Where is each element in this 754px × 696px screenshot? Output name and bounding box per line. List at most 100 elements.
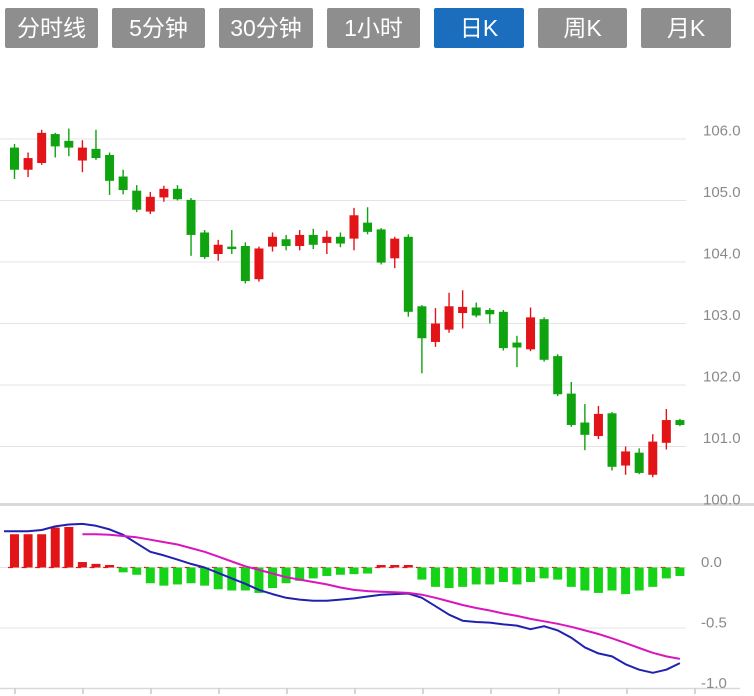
macd-bar (580, 567, 590, 591)
macd-bar (10, 534, 19, 568)
candle-body (77, 147, 87, 161)
macd-bar (607, 567, 617, 591)
macd-axis-label: -0.5 (701, 615, 727, 632)
macd-bar (91, 563, 101, 568)
candle-body (335, 236, 345, 244)
macd-bar (634, 567, 644, 591)
candle-body (132, 190, 142, 210)
macd-bar (64, 526, 74, 568)
macd-bar (349, 567, 359, 575)
tab-monthly-k[interactable]: 月K (641, 8, 731, 48)
candle-body (539, 319, 549, 360)
macd-bar (145, 567, 155, 584)
macd-bar (498, 567, 508, 583)
candle-body (172, 188, 182, 200)
candle-body (553, 356, 563, 395)
candle-body (403, 236, 413, 312)
candle-body (186, 199, 196, 235)
candle-body (444, 306, 454, 330)
macd-bar (444, 567, 454, 589)
candle-body (240, 246, 250, 282)
candle-body (661, 420, 671, 443)
price-axis-label: 106.0 (703, 122, 741, 139)
macd-bar (240, 567, 250, 591)
macd-bar (376, 565, 386, 568)
candle-body (227, 246, 237, 250)
dea-line (82, 533, 681, 660)
tab-daily-k[interactable]: 日K (434, 8, 524, 48)
price-axis-label: 102.0 (703, 368, 741, 385)
candle-body (458, 306, 468, 314)
macd-bar (512, 567, 522, 585)
macd-bar (268, 567, 278, 589)
candle-body (268, 236, 278, 247)
candle-body (213, 244, 223, 255)
macd-bar (566, 567, 576, 587)
candle-body (648, 441, 658, 475)
candle-body (580, 422, 590, 435)
macd-bar (281, 567, 291, 584)
macd-bar (200, 567, 210, 586)
candle-body (308, 234, 318, 245)
candle-body (675, 420, 685, 425)
macd-bar (661, 567, 671, 579)
candle-body (349, 215, 359, 239)
macd-bar (186, 567, 196, 584)
macd-bar (648, 567, 658, 587)
macd-bar (213, 567, 223, 590)
tab-timeline[interactable]: 分时线 (5, 8, 98, 48)
candle-body (118, 176, 128, 191)
macd-bar (417, 567, 427, 580)
price-axis-label: 104.0 (703, 245, 741, 262)
candle-body (390, 238, 400, 259)
dif-line (4, 522, 681, 674)
macd-bar (430, 567, 440, 587)
candle-body (498, 311, 508, 349)
candle-body (512, 342, 522, 348)
candle-body (23, 158, 33, 170)
tab-1hour[interactable]: 1小时 (327, 8, 420, 48)
macd-bar (471, 567, 481, 585)
macd-bar (105, 565, 115, 568)
candle-body (159, 188, 169, 198)
tab-5min[interactable]: 5分钟 (112, 8, 205, 48)
price-axis-label: 101.0 (703, 430, 741, 447)
macd-bar (403, 565, 413, 568)
tab-weekly-k[interactable]: 周K (538, 8, 627, 48)
gridlines (0, 138, 686, 629)
candle-body (363, 222, 373, 232)
candle-body (281, 239, 291, 247)
macd-bar (539, 567, 549, 579)
price-axis-label: 103.0 (703, 307, 741, 324)
panel-separator (0, 503, 754, 506)
candle-body (634, 452, 644, 473)
candle-body (566, 393, 576, 425)
candle-body (295, 234, 305, 247)
macd-bar (322, 567, 332, 576)
macd-bar (254, 567, 264, 593)
candle-body (91, 148, 101, 159)
candle-body (485, 309, 495, 315)
candle-body (526, 317, 536, 350)
candle-body (471, 307, 481, 316)
candle-body (64, 140, 74, 148)
candle-body (430, 323, 440, 342)
macd-bar (553, 567, 563, 580)
macd-bar (308, 567, 318, 579)
macd-axis-label: -1.0 (701, 675, 727, 692)
macd-bar (363, 567, 373, 574)
macd-bar (77, 562, 87, 568)
tab-30min[interactable]: 30分钟 (219, 8, 313, 48)
candle-body (200, 232, 210, 258)
macd-bar (23, 534, 33, 568)
axis-labels: 106.0 105.0 104.0 103.0 102.0 101.0 100.0 0.0 -0… (701, 122, 741, 692)
macd-histogram (10, 526, 685, 595)
macd-bar (295, 567, 305, 581)
macd-bar (118, 567, 128, 573)
macd-bar (458, 567, 468, 587)
candle-body (593, 413, 603, 437)
macd-bar (593, 567, 603, 593)
candles (10, 128, 685, 478)
macd-bar (675, 567, 685, 576)
